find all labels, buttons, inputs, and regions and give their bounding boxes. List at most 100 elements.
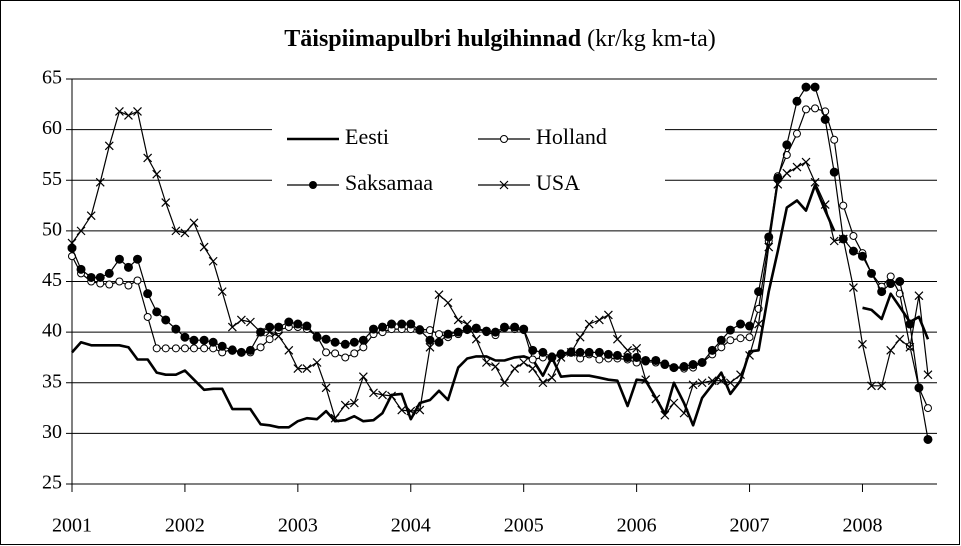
marker [914, 383, 924, 393]
marker [171, 344, 180, 353]
marker [435, 330, 444, 339]
marker [538, 378, 548, 388]
x-tick-label: 2001 [52, 515, 92, 537]
marker [697, 358, 707, 367]
marker [547, 373, 557, 383]
marker [256, 327, 266, 337]
marker [86, 272, 96, 282]
marker [528, 345, 538, 355]
x-tick-label: 2002 [165, 515, 205, 537]
marker [801, 82, 811, 92]
marker [764, 242, 774, 252]
marker [745, 321, 755, 331]
marker [434, 337, 444, 347]
marker [651, 394, 661, 404]
marker [500, 322, 509, 332]
legend: Eesti Holland Saksamaa USA [272, 112, 665, 200]
marker [707, 345, 717, 355]
x-tick-label: 2006 [617, 515, 657, 537]
marker [293, 364, 303, 373]
marker [867, 268, 877, 278]
marker [453, 315, 463, 325]
marker [227, 322, 237, 332]
marker [519, 324, 529, 334]
marker [481, 326, 491, 336]
marker [161, 315, 171, 325]
marker [838, 234, 848, 244]
marker [725, 378, 735, 388]
marker [152, 169, 162, 179]
marker [359, 343, 368, 352]
marker [331, 349, 340, 358]
marker [415, 405, 425, 415]
marker [397, 405, 407, 415]
marker [801, 157, 811, 167]
x-tick-label: 2004 [391, 515, 431, 537]
marker [736, 370, 745, 380]
y-tick-label: 30 [42, 421, 62, 443]
marker [274, 322, 284, 332]
marker [406, 319, 416, 329]
marker [595, 355, 604, 364]
marker [688, 360, 698, 370]
marker [510, 322, 520, 332]
marker [200, 344, 209, 353]
marker [312, 358, 322, 367]
marker [716, 376, 726, 386]
marker [745, 350, 754, 360]
marker [133, 106, 142, 116]
marker [669, 363, 679, 373]
marker [378, 322, 388, 332]
marker [105, 280, 114, 289]
y-tick-label: 45 [42, 269, 62, 291]
marker [340, 400, 350, 410]
marker [256, 343, 265, 352]
marker [349, 337, 359, 347]
marker [274, 331, 284, 341]
marker [707, 376, 717, 386]
marker [849, 283, 858, 292]
marker [914, 291, 924, 301]
marker [538, 347, 548, 357]
marker [397, 319, 407, 329]
marker [312, 332, 322, 342]
marker [839, 201, 848, 210]
legend-label: Holland [536, 124, 607, 149]
legend-symbol [499, 180, 509, 190]
marker [217, 287, 227, 297]
marker [189, 335, 199, 345]
x-tick-label: 2003 [278, 515, 318, 537]
marker [189, 344, 198, 353]
marker [810, 177, 820, 187]
marker [510, 364, 520, 373]
marker [886, 272, 895, 281]
y-tick-label: 40 [42, 320, 62, 342]
y-tick-label: 65 [42, 67, 62, 89]
marker [491, 362, 500, 371]
marker [245, 317, 255, 327]
marker [782, 140, 792, 150]
marker [406, 406, 416, 416]
marker [867, 381, 876, 391]
legend-marker [309, 181, 317, 189]
marker [810, 82, 820, 92]
marker [547, 352, 557, 362]
marker [227, 345, 237, 355]
marker [302, 321, 312, 331]
marker [679, 408, 689, 418]
marker [584, 347, 594, 357]
y-tick-label: 50 [42, 218, 62, 240]
marker [471, 334, 481, 344]
marker [923, 434, 933, 444]
marker [612, 334, 622, 344]
marker [575, 347, 585, 357]
marker [132, 254, 142, 264]
marker [594, 347, 604, 357]
marker [302, 364, 312, 373]
legend-marker [500, 135, 508, 143]
marker [745, 333, 754, 342]
marker [669, 398, 679, 408]
marker [905, 319, 915, 329]
marker [923, 370, 933, 380]
